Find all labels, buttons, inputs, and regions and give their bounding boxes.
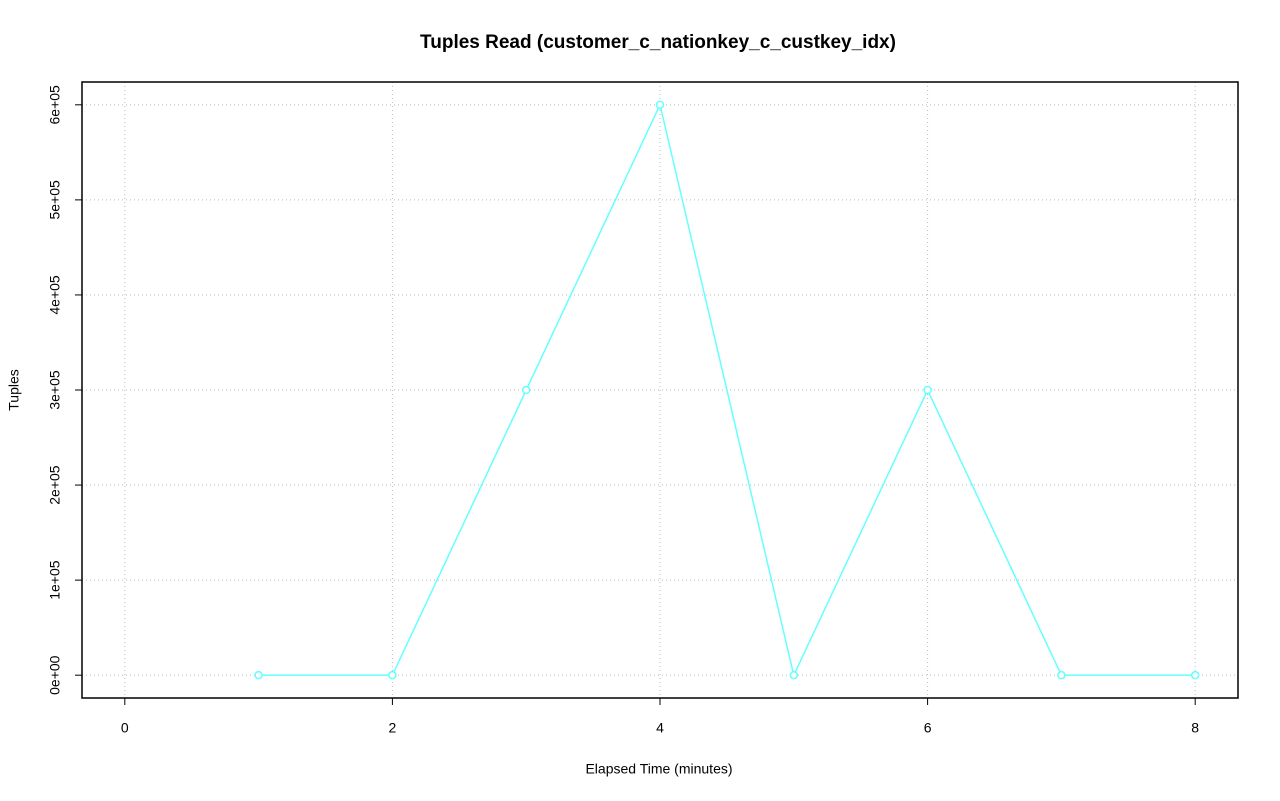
x-tick-label: 4 xyxy=(656,720,664,736)
x-tick-label: 2 xyxy=(389,720,397,736)
y-tick-label: 3e+05 xyxy=(47,370,63,410)
y-tick-label: 2e+05 xyxy=(47,465,63,505)
data-point xyxy=(1190,670,1200,680)
y-tick-label: 0e+00 xyxy=(47,655,63,695)
data-point xyxy=(254,670,263,680)
data-point xyxy=(923,385,932,395)
y-tick-label: 5e+05 xyxy=(47,180,63,220)
y-tick-label: 1e+05 xyxy=(47,560,63,600)
data-point xyxy=(388,670,397,680)
plot-frame xyxy=(81,81,1239,699)
data-point xyxy=(655,100,665,110)
data-point xyxy=(521,385,531,395)
x-axis-title: Elapsed Time (minutes) xyxy=(585,761,732,777)
y-tick-label: 4e+05 xyxy=(47,275,63,315)
y-axis-title: Tuples xyxy=(6,369,22,411)
data-point xyxy=(789,670,799,680)
x-tick-label: 0 xyxy=(121,720,129,736)
data-line xyxy=(258,102,1196,678)
y-tick-label: 6e+05 xyxy=(47,85,63,125)
chart-title: Tuples Read (customer_c_nationkey_c_cust… xyxy=(420,32,896,53)
data-point xyxy=(1057,670,1066,680)
x-tick-label: 6 xyxy=(924,720,932,736)
x-tick-label: 8 xyxy=(1191,720,1199,736)
